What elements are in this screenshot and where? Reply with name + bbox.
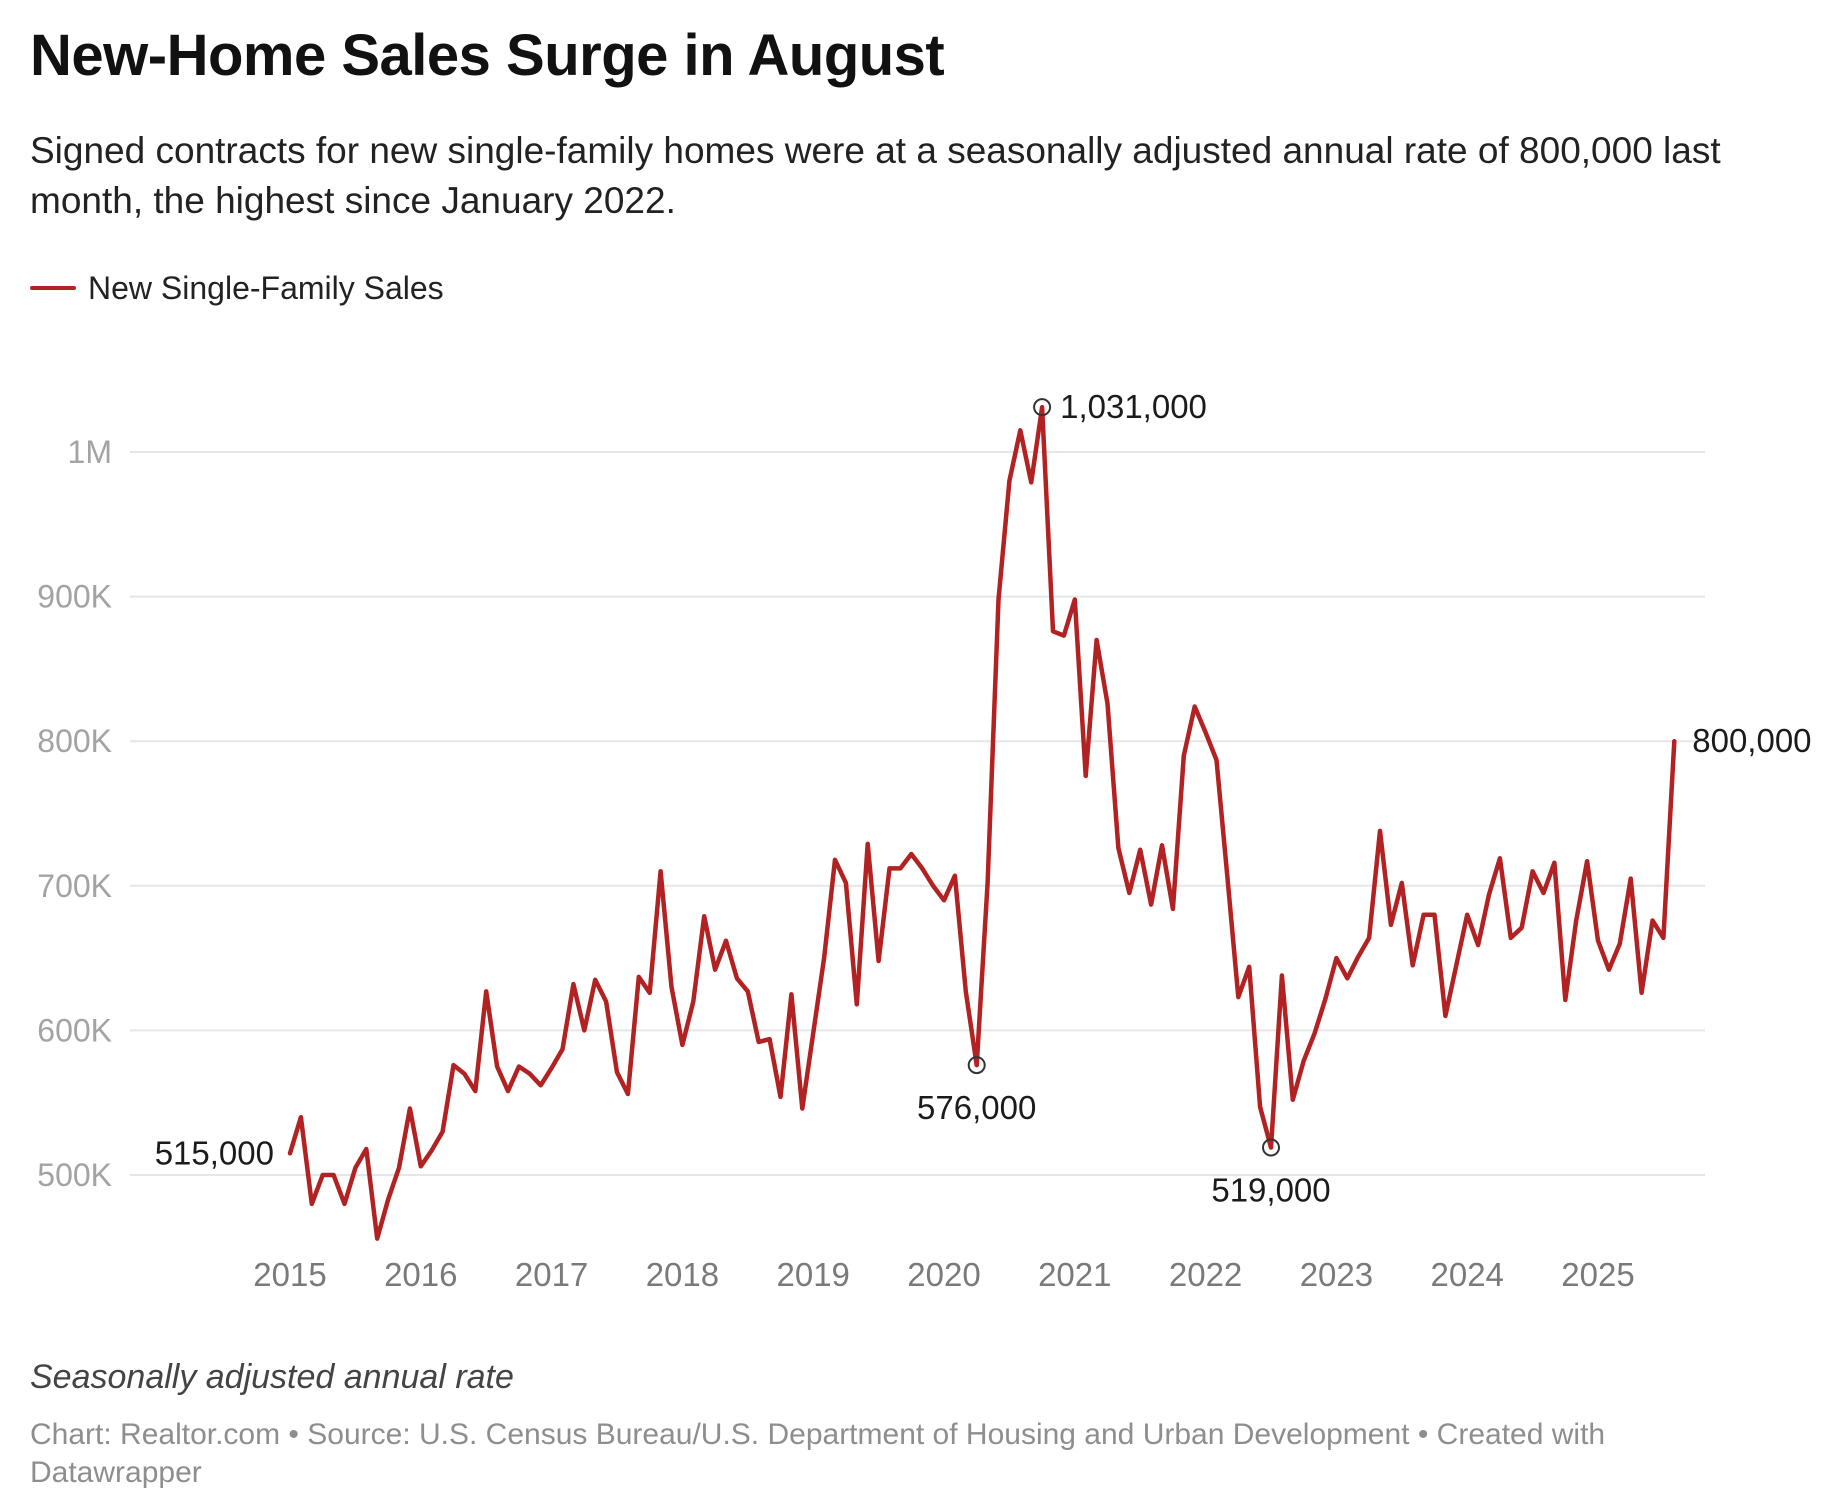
legend-label: New Single-Family Sales: [88, 269, 444, 306]
y-tick-label: 1M: [68, 434, 112, 470]
source-credit: Chart: Realtor.com • Source: U.S. Census…: [30, 1418, 1606, 1489]
legend: New Single-Family Sales: [30, 268, 444, 308]
x-tick-label: 2019: [776, 1256, 849, 1293]
y-tick-label: 700K: [37, 868, 112, 904]
series-line-new-single-family-sales: [287, 404, 1677, 1241]
annotation-label: 519,000: [1211, 1172, 1330, 1209]
annotation-marker: [1033, 398, 1052, 417]
annotations: 515,000 576,000 1,031,000 519,000 800,000: [155, 388, 1812, 1208]
annotation-label: 800,000: [1692, 722, 1811, 759]
chart-subtitle: Signed contracts for new single-family h…: [30, 130, 1721, 221]
x-tick-label: 2024: [1430, 1256, 1503, 1293]
chart-title: New-Home Sales Surge in August: [30, 23, 945, 88]
annotation-label: 576,000: [917, 1089, 1036, 1126]
x-tick-label: 2020: [907, 1256, 980, 1293]
x-tick-label: 2018: [646, 1256, 719, 1293]
footnote: Seasonally adjusted annual rate: [30, 1358, 514, 1396]
annotation-marker: [1262, 1138, 1280, 1157]
x-axis: 2015 2016 2017 2018 2019 2020 2021 2022 2023 2024…: [253, 1256, 1634, 1293]
legend-swatch: [30, 286, 76, 290]
annotation-marker: [967, 1056, 986, 1075]
y-tick-label: 600K: [37, 1012, 112, 1048]
x-tick-label: 2015: [253, 1256, 326, 1293]
x-tick-label: 2023: [1300, 1256, 1373, 1293]
x-tick-label: 2025: [1561, 1256, 1634, 1293]
x-tick-label: 2022: [1169, 1256, 1242, 1293]
x-tick-label: 2017: [515, 1256, 588, 1293]
x-tick-label: 2016: [384, 1256, 457, 1293]
x-tick-label: 2021: [1038, 1256, 1111, 1293]
y-tick-label: 500K: [37, 1157, 112, 1193]
y-tick-label: 900K: [37, 579, 112, 615]
annotation-label: 515,000: [155, 1134, 274, 1171]
grid-lines: [130, 451, 1705, 1176]
y-tick-label: 800K: [37, 723, 112, 759]
annotation-label: 1,031,000: [1060, 388, 1207, 425]
y-axis: 500K 600K 700K 800K 900K 1M: [37, 434, 112, 1193]
